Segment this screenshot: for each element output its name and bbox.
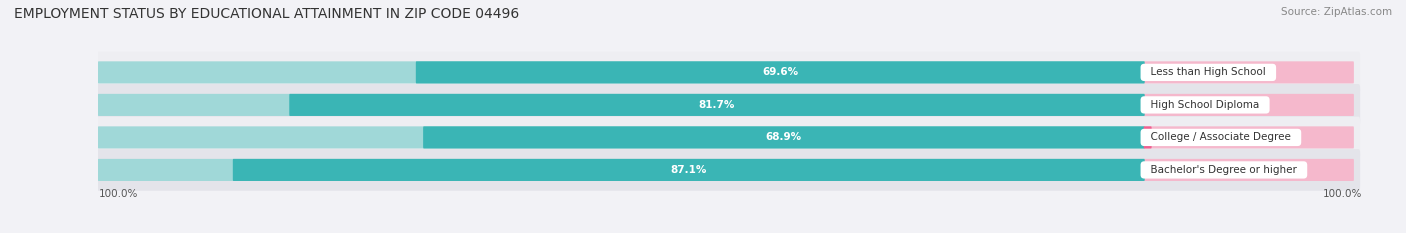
FancyBboxPatch shape xyxy=(1143,126,1354,148)
Text: College / Associate Degree: College / Associate Degree xyxy=(1144,132,1298,142)
Text: Source: ZipAtlas.com: Source: ZipAtlas.com xyxy=(1281,7,1392,17)
FancyBboxPatch shape xyxy=(98,159,1144,181)
FancyBboxPatch shape xyxy=(91,116,1360,158)
Text: 3.3%: 3.3% xyxy=(1156,132,1182,142)
FancyBboxPatch shape xyxy=(98,94,1144,116)
FancyBboxPatch shape xyxy=(91,51,1360,93)
FancyBboxPatch shape xyxy=(290,94,1144,116)
Text: 68.9%: 68.9% xyxy=(766,132,801,142)
Text: EMPLOYMENT STATUS BY EDUCATIONAL ATTAINMENT IN ZIP CODE 04496: EMPLOYMENT STATUS BY EDUCATIONAL ATTAINM… xyxy=(14,7,519,21)
Text: 0.0%: 0.0% xyxy=(1153,100,1178,110)
FancyBboxPatch shape xyxy=(1143,126,1152,148)
FancyBboxPatch shape xyxy=(1143,61,1354,83)
FancyBboxPatch shape xyxy=(91,84,1360,126)
Text: 81.7%: 81.7% xyxy=(699,100,735,110)
FancyBboxPatch shape xyxy=(98,126,1144,148)
FancyBboxPatch shape xyxy=(1143,94,1354,116)
Text: 100.0%: 100.0% xyxy=(1323,189,1362,199)
Text: High School Diploma: High School Diploma xyxy=(1144,100,1265,110)
Text: 87.1%: 87.1% xyxy=(671,165,707,175)
Text: 100.0%: 100.0% xyxy=(98,189,138,199)
Text: 69.6%: 69.6% xyxy=(762,67,799,77)
Text: 0.0%: 0.0% xyxy=(1153,165,1178,175)
FancyBboxPatch shape xyxy=(91,149,1360,191)
Text: Less than High School: Less than High School xyxy=(1144,67,1272,77)
FancyBboxPatch shape xyxy=(1143,159,1354,181)
FancyBboxPatch shape xyxy=(423,126,1144,148)
FancyBboxPatch shape xyxy=(416,61,1144,83)
Text: 0.0%: 0.0% xyxy=(1153,67,1178,77)
Text: Bachelor's Degree or higher: Bachelor's Degree or higher xyxy=(1144,165,1303,175)
FancyBboxPatch shape xyxy=(233,159,1144,181)
FancyBboxPatch shape xyxy=(98,61,1144,83)
